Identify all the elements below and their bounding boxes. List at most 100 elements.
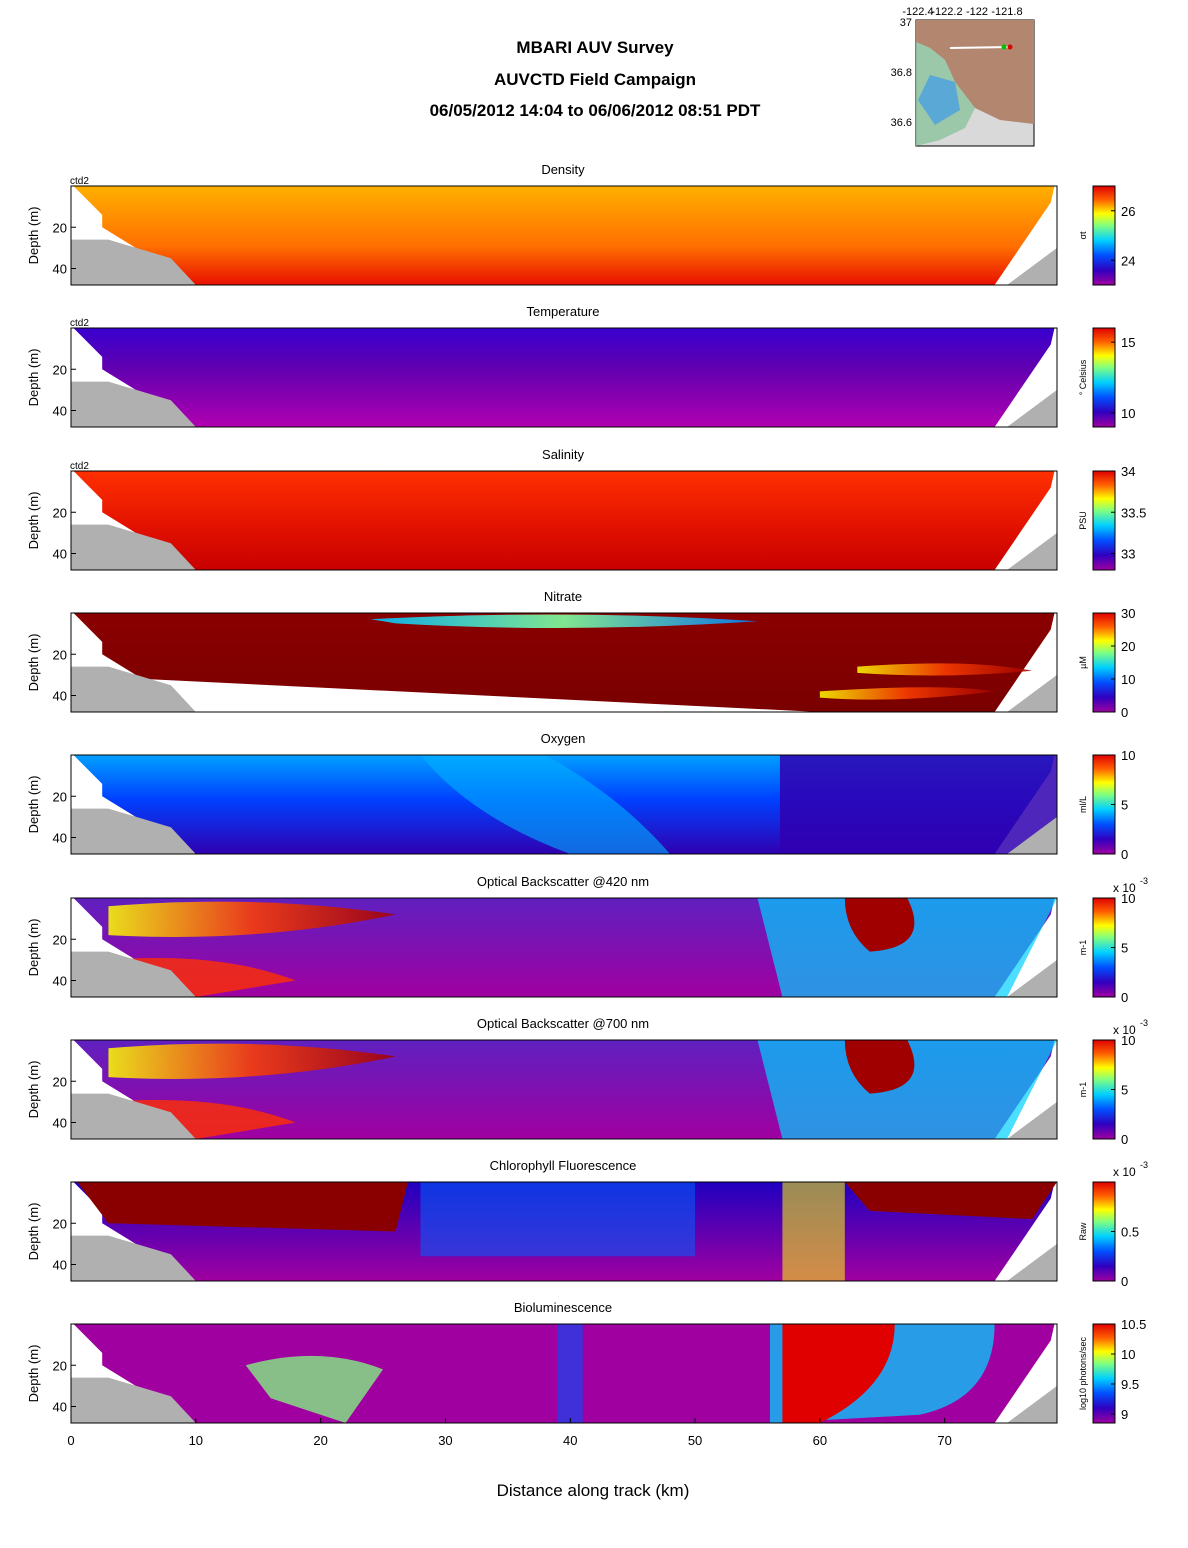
inset-map-end-marker bbox=[1007, 44, 1013, 50]
seafloor bbox=[71, 951, 1057, 997]
panel-title: Salinity bbox=[542, 447, 584, 462]
panel-bioluminescence: Bioluminescence 20 40 Depth (m) 9 9.5 10 10.5 lo… bbox=[26, 1300, 1146, 1424]
panel-title: Chlorophyll Fluorescence bbox=[490, 1158, 637, 1173]
inset-map-start-marker bbox=[1001, 44, 1007, 50]
backscatter-bloom bbox=[844, 1040, 915, 1094]
colorbar bbox=[1092, 1323, 1116, 1424]
seafloor bbox=[71, 381, 1057, 427]
axes-frame bbox=[70, 612, 1058, 713]
colorbar-tick-label: 10 bbox=[1121, 406, 1135, 421]
colorbar-units-label: µM bbox=[1078, 656, 1088, 669]
seafloor bbox=[71, 239, 1057, 285]
colorbar-exponent: x 10 bbox=[1113, 1165, 1136, 1179]
y-tick-label: 40 bbox=[53, 1400, 67, 1415]
colorbar-units-label: log10 photons/sec bbox=[1078, 1336, 1088, 1410]
x-tick-label: 70 bbox=[937, 1433, 951, 1448]
seafloor bbox=[71, 666, 1057, 712]
y-tick-label: 40 bbox=[53, 689, 67, 704]
seafloor bbox=[71, 1377, 1057, 1423]
axes-frame bbox=[70, 754, 1058, 855]
colorbar-units-label: m-1 bbox=[1078, 1082, 1088, 1098]
y-tick-label: 40 bbox=[53, 974, 67, 989]
profile-label: ctd2 bbox=[70, 318, 89, 329]
backscatter-offshore-region bbox=[757, 898, 1057, 997]
axes-frame bbox=[70, 897, 1058, 998]
panel-salinity: Salinity 20 40 Depth (m) ctd2 33 33.5 34 PSU bbox=[26, 447, 1146, 571]
biolum-hotspot bbox=[782, 1324, 895, 1423]
colorbar bbox=[1092, 470, 1116, 571]
x-tick-label: 60 bbox=[813, 1433, 827, 1448]
colorbar-tick-label: 20 bbox=[1121, 639, 1135, 654]
figure-title: MBARI AUV Survey bbox=[516, 38, 674, 57]
colorbar-tick-label: 9 bbox=[1121, 1407, 1128, 1422]
inset-map-track bbox=[949, 46, 1011, 49]
colorbar-tick-label: 5 bbox=[1121, 798, 1128, 813]
colorbar-tick-label: 0 bbox=[1121, 847, 1128, 862]
panel-optical-backscatter-700-nm: Optical Backscatter @700 nm 20 40 Depth (m)… bbox=[26, 1016, 1148, 1147]
panel-title: Oxygen bbox=[541, 731, 586, 746]
inset-map-canyon bbox=[918, 75, 960, 125]
panel-title: Nitrate bbox=[544, 589, 582, 604]
colorbar-tick-label: 5 bbox=[1121, 941, 1128, 956]
y-axis-label: Depth (m) bbox=[26, 1061, 41, 1119]
axes-frame bbox=[70, 327, 1058, 428]
y-axis-label: Depth (m) bbox=[26, 349, 41, 407]
x-tick-label: 10 bbox=[189, 1433, 203, 1448]
colorbar-tick-label: 10 bbox=[1121, 1347, 1135, 1362]
inset-lon-tick-label: -122 bbox=[966, 6, 988, 18]
panel-title: Bioluminescence bbox=[514, 1300, 612, 1315]
colorbar-units-label: ml/L bbox=[1078, 796, 1088, 813]
colorbar-exponent: x 10 bbox=[1113, 881, 1136, 895]
nitrate-subsurface-feature bbox=[857, 663, 1033, 676]
oxygen-high-region bbox=[420, 755, 671, 854]
inset-lon-tick-label: -122.4 bbox=[902, 6, 933, 18]
chlorophyll-bloom-offshore bbox=[844, 1182, 1057, 1220]
inset-lat-tick-label: 36.6 bbox=[891, 117, 912, 129]
y-axis-label: Depth (m) bbox=[26, 1203, 41, 1261]
oxygen-low-region bbox=[779, 755, 1057, 854]
x-tick-label: 20 bbox=[313, 1433, 327, 1448]
panel-title: Density bbox=[541, 162, 585, 177]
x-axis-label: Distance along track (km) bbox=[497, 1481, 690, 1500]
campaign-title: AUVCTD Field Campaign bbox=[493, 70, 697, 89]
backscatter-offshore-region bbox=[757, 1040, 1057, 1139]
inset-lat-tick-label: 37 bbox=[900, 17, 912, 29]
inset-lat-tick-label: 36.8 bbox=[891, 67, 912, 79]
y-tick-label: 40 bbox=[53, 547, 67, 562]
colorbar-units-label: m-1 bbox=[1078, 940, 1088, 956]
colorbar bbox=[1092, 327, 1116, 428]
x-axis: 0 10 20 30 40 50 60 70 bbox=[67, 1418, 952, 1448]
x-tick-label: 30 bbox=[438, 1433, 452, 1448]
colorbar-tick-label: 0 bbox=[1121, 1132, 1128, 1147]
biolum-column bbox=[557, 1324, 583, 1423]
axes-frame bbox=[70, 470, 1058, 571]
y-axis-label: Depth (m) bbox=[26, 634, 41, 692]
date-range: 06/05/2012 14:04 to 06/06/2012 08:51 PDT bbox=[429, 101, 761, 120]
colorbar-tick-label: 0 bbox=[1121, 705, 1128, 720]
section-heatmap bbox=[73, 613, 1055, 712]
panel-chlorophyll-fluorescence: Chlorophyll Fluorescence 20 40 Depth (m) 0 0.… bbox=[26, 1158, 1148, 1289]
y-tick-label: 20 bbox=[53, 1216, 67, 1231]
y-tick-label: 20 bbox=[53, 647, 67, 662]
y-axis-label: Depth (m) bbox=[26, 207, 41, 265]
colorbar-tick-label: 0 bbox=[1121, 1274, 1128, 1289]
colorbar-tick-label: 0 bbox=[1121, 990, 1128, 1005]
backscatter-bloom bbox=[844, 898, 915, 952]
y-tick-label: 40 bbox=[53, 1258, 67, 1273]
y-tick-label: 40 bbox=[53, 262, 67, 277]
colorbar-units-label: PSU bbox=[1078, 511, 1088, 530]
inset-lon-tick-label: -122.2 bbox=[931, 6, 962, 18]
y-tick-label: 20 bbox=[53, 362, 67, 377]
axes-frame bbox=[70, 1039, 1058, 1140]
y-tick-label: 20 bbox=[53, 932, 67, 947]
section-heatmap bbox=[73, 471, 1055, 570]
y-axis-label: Depth (m) bbox=[26, 919, 41, 977]
panel-title: Optical Backscatter @420 nm bbox=[477, 874, 649, 889]
y-tick-label: 20 bbox=[53, 220, 67, 235]
backscatter-nearshore-layer bbox=[108, 901, 396, 937]
y-tick-label: 20 bbox=[53, 1358, 67, 1373]
nitrate-deep-feature bbox=[819, 687, 995, 700]
seafloor bbox=[71, 524, 1057, 570]
colorbar-tick-label: 0.5 bbox=[1121, 1225, 1139, 1240]
